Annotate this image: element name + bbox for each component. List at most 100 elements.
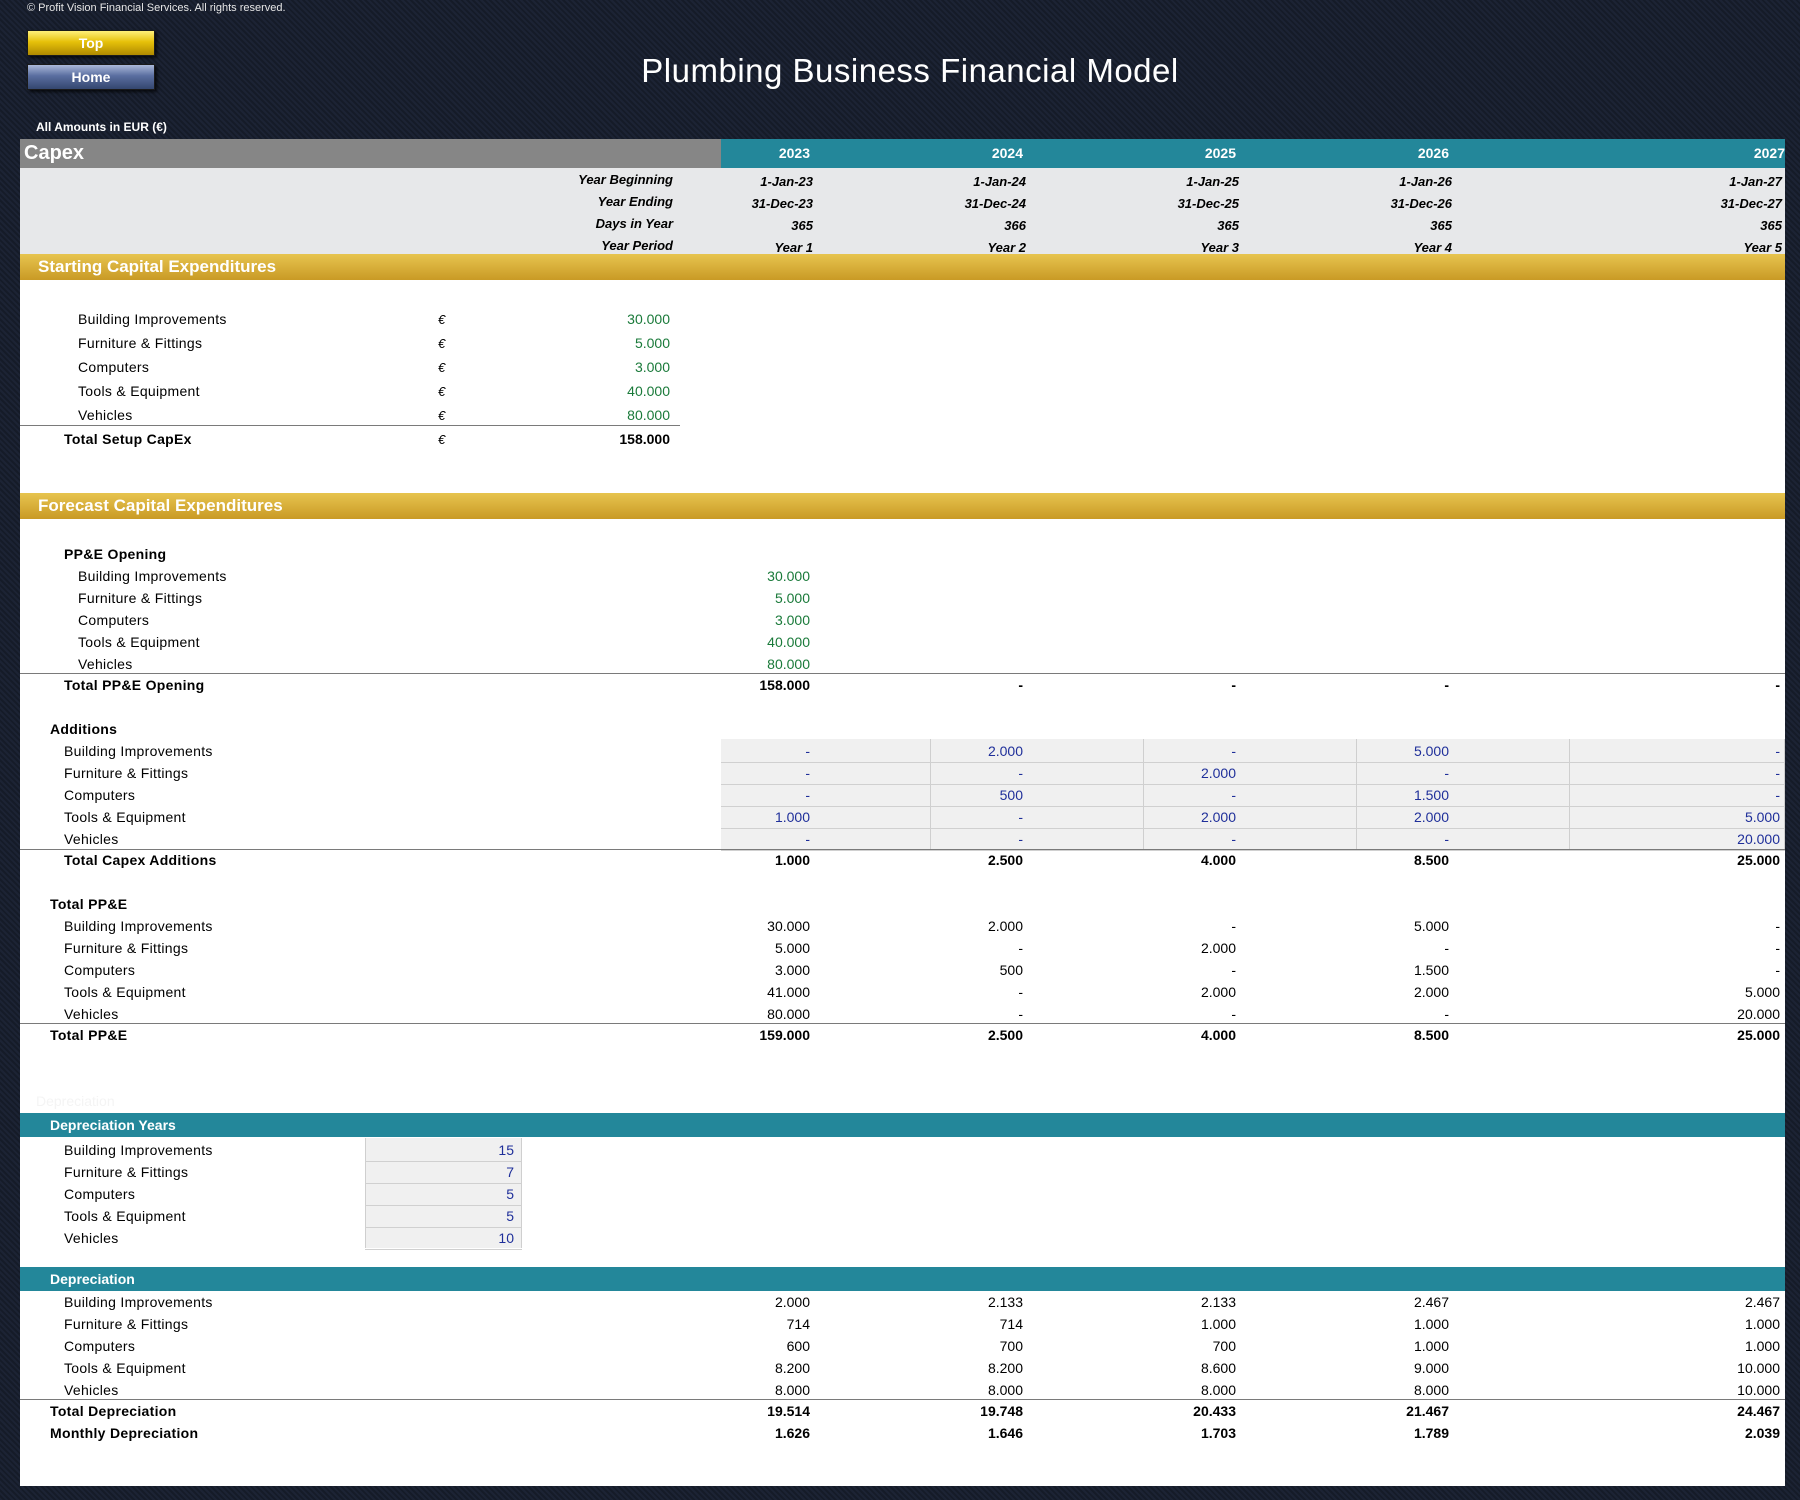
timeline-value: 31-Dec-27 xyxy=(1720,196,1782,211)
depreciation-value: 2.000 xyxy=(774,1294,810,1310)
ppe-opening-value: 3.000 xyxy=(774,612,810,628)
timeline-value: Year 4 xyxy=(1413,240,1452,255)
capex-item-label: Furniture & Fittings xyxy=(78,335,203,351)
additions-label: Tools & Equipment xyxy=(64,809,186,825)
total-ppe-value: 2.000 xyxy=(1200,940,1236,956)
depreciation-value: 1.000 xyxy=(1744,1338,1780,1354)
total-ppe-total-value: 25.000 xyxy=(1737,1027,1780,1043)
total-depreciation-value: 19.514 xyxy=(767,1403,810,1419)
depreciation-value: 8.000 xyxy=(987,1382,1023,1398)
depreciation-years-label: Furniture & Fittings xyxy=(64,1164,189,1180)
currency-symbol: € xyxy=(438,360,446,375)
timeline-value: 31-Dec-24 xyxy=(964,196,1026,211)
depreciation-value: 1.000 xyxy=(1413,1338,1449,1354)
additions-input-cell: 500 xyxy=(999,787,1023,803)
timeline-value: Year 3 xyxy=(1200,240,1239,255)
additions-label: Furniture & Fittings xyxy=(64,765,189,781)
depreciation-value: 2.467 xyxy=(1744,1294,1780,1310)
total-setup-capex-label: Total Setup CapEx xyxy=(64,431,192,447)
monthly-depreciation-value: 1.789 xyxy=(1413,1425,1449,1441)
sheet-header: Capex 2023 2024 2025 2026 2027 xyxy=(20,139,1785,168)
capex-item-label: Building Improvements xyxy=(78,311,227,327)
depreciation-value: 8.000 xyxy=(1413,1382,1449,1398)
additions-input-cell: - xyxy=(1018,831,1023,847)
capex-input-value: 5.000 xyxy=(634,335,670,351)
total-ppe-label: Furniture & Fittings xyxy=(64,940,189,956)
total-capex-additions-label: Total Capex Additions xyxy=(64,852,217,868)
currency-note: All Amounts in EUR (€) xyxy=(36,120,167,134)
depreciation-value: 1.000 xyxy=(1200,1316,1236,1332)
capex-input-value: 80.000 xyxy=(627,407,670,423)
total-ppe-total-value: 2.500 xyxy=(987,1027,1023,1043)
depreciation-value: 8.200 xyxy=(774,1360,810,1376)
additions-input-cell: - xyxy=(1231,743,1236,759)
depreciation-years-input-area xyxy=(365,1138,522,1248)
additions-input-cell: 1.500 xyxy=(1413,787,1449,803)
currency-symbol: € xyxy=(438,408,446,423)
home-button[interactable]: Home xyxy=(27,64,155,90)
depreciation-value: 2.133 xyxy=(987,1294,1023,1310)
depreciation-years-label: Building Improvements xyxy=(64,1142,213,1158)
additions-input-cell: - xyxy=(1444,831,1449,847)
timeline-value: 1-Jan-24 xyxy=(973,174,1026,189)
depreciation-value: 1.000 xyxy=(1413,1316,1449,1332)
page-title: Plumbing Business Financial Model xyxy=(641,52,1179,89)
timeline-value: 1-Jan-27 xyxy=(1729,174,1782,189)
dep-years-row-line xyxy=(365,1205,522,1206)
total-setup-capex-value: 158.000 xyxy=(619,431,670,447)
depreciation-faint-label: Depreciation xyxy=(36,1093,115,1109)
total-ppe-value: - xyxy=(1444,1006,1449,1022)
timeline-label: Year Ending xyxy=(597,194,673,209)
year-header: 2023 2024 2025 2026 2027 xyxy=(721,139,1785,168)
additions-row-line xyxy=(721,784,1785,785)
additions-input-area xyxy=(721,739,1785,849)
total-ppe-value: 5.000 xyxy=(1413,918,1449,934)
additions-input-cell: - xyxy=(805,765,810,781)
additions-input-cell: - xyxy=(1231,787,1236,803)
depreciation-value: 700 xyxy=(1212,1338,1236,1354)
timeline-label: Days in Year xyxy=(595,216,673,231)
additions-header: Additions xyxy=(50,721,118,737)
monthly-depreciation-value: 2.039 xyxy=(1744,1425,1780,1441)
additions-input-cell: - xyxy=(1231,831,1236,847)
timeline-label: Year Beginning xyxy=(578,172,673,187)
total-ppe-value: 30.000 xyxy=(767,918,810,934)
divider-line xyxy=(20,1023,1785,1024)
divider-line xyxy=(20,673,1785,674)
depreciation-years-input: 7 xyxy=(506,1164,514,1180)
year-header-1: 2023 xyxy=(778,145,810,161)
ppe-opening-value: 30.000 xyxy=(767,568,810,584)
depreciation-value: 8.600 xyxy=(1200,1360,1236,1376)
depreciation-value: 10.000 xyxy=(1737,1360,1780,1376)
ppe-opening-value: 5.000 xyxy=(774,590,810,606)
total-ppe-value: 20.000 xyxy=(1737,1006,1780,1022)
divider-line xyxy=(20,1399,1785,1400)
sheet-title: Capex xyxy=(20,139,721,168)
additions-label: Vehicles xyxy=(64,831,119,847)
additions-input-cell: 2.000 xyxy=(1200,765,1236,781)
total-depreciation-value: 21.467 xyxy=(1406,1403,1449,1419)
additions-input-cell: 20.000 xyxy=(1737,831,1780,847)
timeline-value: 31-Dec-23 xyxy=(751,196,813,211)
top-button[interactable]: Top xyxy=(27,30,155,56)
ppe-opening-label: Vehicles xyxy=(78,656,133,672)
total-depreciation-value: 24.467 xyxy=(1737,1403,1780,1419)
timeline-band: Year Beginning 1-Jan-23 1-Jan-24 1-Jan-25 1-… xyxy=(20,168,1785,255)
year-header-2: 2024 xyxy=(991,145,1023,161)
additions-input-cell: 5.000 xyxy=(1744,809,1780,825)
depreciation-years-input: 10 xyxy=(498,1230,514,1246)
depreciation-value: 8.000 xyxy=(774,1382,810,1398)
depreciation-years-label: Vehicles xyxy=(64,1230,119,1246)
dep-years-row-line xyxy=(365,1161,522,1162)
monthly-depreciation-label: Monthly Depreciation xyxy=(50,1425,199,1441)
total-ppe-value: 5.000 xyxy=(1744,984,1780,1000)
total-ppe-value: - xyxy=(1775,918,1780,934)
additions-col-divider xyxy=(930,739,931,849)
additions-input-cell: - xyxy=(805,787,810,803)
total-ppe-value: 2.000 xyxy=(1413,984,1449,1000)
timeline-value: 1-Jan-26 xyxy=(1399,174,1452,189)
total-depreciation-label: Total Depreciation xyxy=(50,1403,177,1419)
depreciation-label: Furniture & Fittings xyxy=(64,1316,189,1332)
depreciation-value: 2.133 xyxy=(1200,1294,1236,1310)
depreciation-value: 714 xyxy=(786,1316,810,1332)
